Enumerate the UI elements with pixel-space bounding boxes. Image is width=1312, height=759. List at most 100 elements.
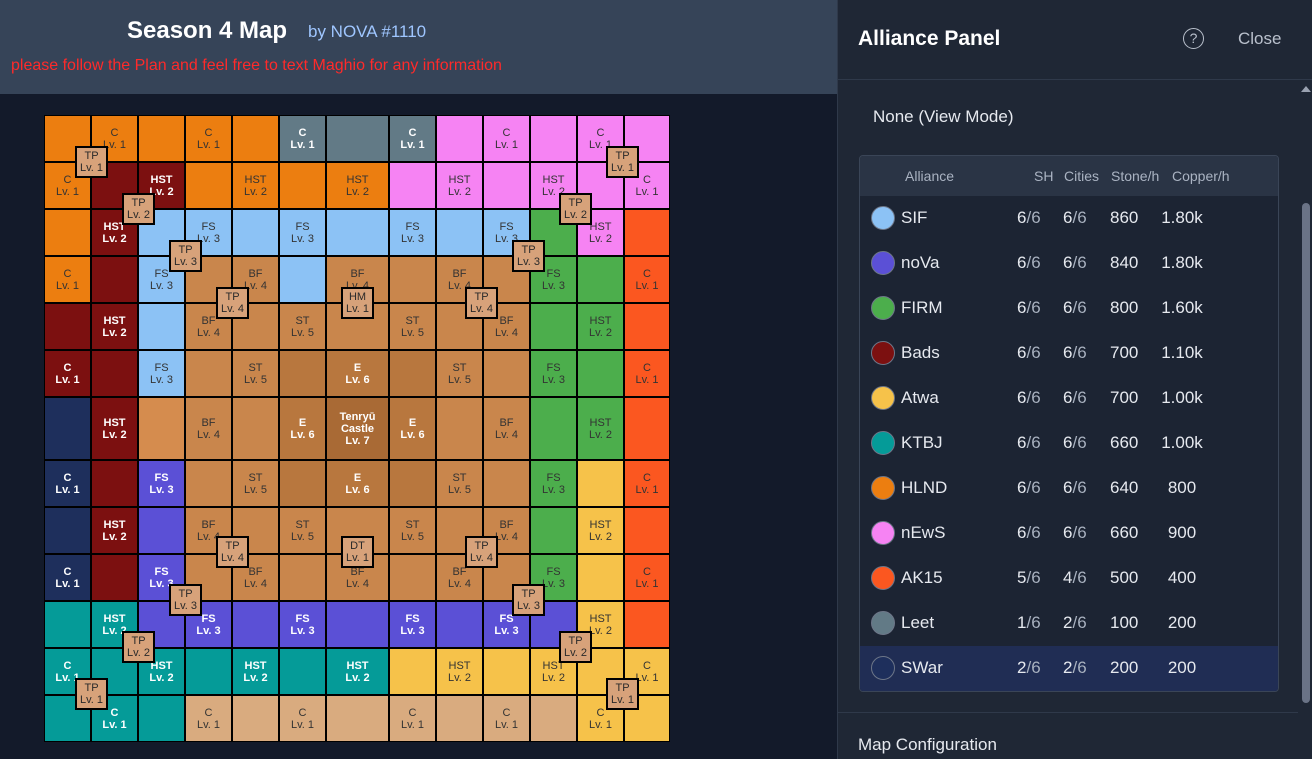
map-tile[interactable] bbox=[624, 303, 670, 350]
map-tile[interactable] bbox=[483, 162, 530, 209]
map-tile[interactable] bbox=[185, 648, 232, 695]
map-tile[interactable]: HST Lv. 2 bbox=[436, 648, 483, 695]
map-tile[interactable]: Tenryū Castle Lv. 7 bbox=[326, 397, 389, 460]
map-tile[interactable] bbox=[279, 554, 326, 601]
map-tile[interactable] bbox=[436, 397, 483, 460]
map-tile[interactable]: FS Lv. 3 bbox=[279, 209, 326, 256]
map-tile[interactable] bbox=[624, 507, 670, 554]
teleport-marker[interactable]: TP Lv. 1 bbox=[606, 678, 639, 710]
map-tile[interactable]: C Lv. 1 bbox=[44, 256, 91, 303]
map-tile[interactable]: C Lv. 1 bbox=[624, 554, 670, 601]
map-tile[interactable] bbox=[436, 115, 483, 162]
map-tile[interactable] bbox=[138, 397, 185, 460]
teleport-marker[interactable]: TP Lv. 2 bbox=[122, 193, 155, 225]
table-row[interactable]: KTBJ 6/6 6/6 660 1.00k bbox=[860, 421, 1278, 466]
teleport-marker[interactable]: TP Lv. 2 bbox=[559, 193, 592, 225]
map-tile[interactable]: FS Lv. 3 bbox=[483, 209, 530, 256]
map-tile[interactable]: C Lv. 1 bbox=[483, 695, 530, 742]
teleport-marker[interactable]: TP Lv. 1 bbox=[606, 146, 639, 178]
close-button[interactable]: Close bbox=[1238, 29, 1282, 48]
map-tile[interactable]: E Lv. 6 bbox=[326, 350, 389, 397]
map-tile[interactable] bbox=[530, 115, 577, 162]
teleport-marker[interactable]: TP Lv. 3 bbox=[169, 584, 202, 616]
table-row[interactable]: FIRM 6/6 6/6 800 1.60k bbox=[860, 286, 1278, 331]
map-tile[interactable] bbox=[389, 554, 436, 601]
teleport-marker[interactable]: TP Lv. 4 bbox=[216, 287, 249, 319]
map-tile[interactable]: C Lv. 1 bbox=[389, 115, 436, 162]
table-row[interactable]: SIF 6/6 6/6 860 1.80k bbox=[860, 196, 1278, 241]
teleport-marker[interactable]: HM Lv. 1 bbox=[341, 287, 374, 319]
map-tile[interactable]: C Lv. 1 bbox=[577, 695, 624, 742]
teleport-marker[interactable]: TP Lv. 3 bbox=[169, 240, 202, 272]
map-tile[interactable] bbox=[44, 209, 91, 256]
table-row[interactable]: Atwa 6/6 6/6 700 1.00k bbox=[860, 376, 1278, 421]
map-tile[interactable] bbox=[44, 601, 91, 648]
map-tile[interactable] bbox=[530, 695, 577, 742]
teleport-marker[interactable]: TP Lv. 3 bbox=[512, 584, 545, 616]
map-tile[interactable]: HST Lv. 2 bbox=[232, 648, 279, 695]
map-tile[interactable]: HST Lv. 2 bbox=[91, 397, 138, 460]
map-tile[interactable]: HST Lv. 2 bbox=[326, 648, 389, 695]
table-row[interactable]: HLND 6/6 6/6 640 800 bbox=[860, 466, 1278, 511]
map-tile[interactable] bbox=[138, 507, 185, 554]
map-tile[interactable] bbox=[389, 648, 436, 695]
teleport-marker[interactable]: TP Lv. 4 bbox=[216, 536, 249, 568]
map-tile[interactable]: E Lv. 6 bbox=[279, 397, 326, 460]
map-tile[interactable]: FS Lv. 3 bbox=[279, 601, 326, 648]
map-tile[interactable] bbox=[577, 256, 624, 303]
map-tile[interactable] bbox=[232, 507, 279, 554]
map-tile[interactable] bbox=[44, 507, 91, 554]
map-tile[interactable]: C Lv. 1 bbox=[44, 350, 91, 397]
map-tile[interactable]: ST Lv. 5 bbox=[436, 460, 483, 507]
map-tile[interactable] bbox=[389, 350, 436, 397]
map-tile[interactable]: ST Lv. 5 bbox=[279, 303, 326, 350]
map-tile[interactable] bbox=[530, 397, 577, 460]
map-tile[interactable]: C Lv. 1 bbox=[389, 695, 436, 742]
map-tile[interactable]: BF Lv. 4 bbox=[185, 303, 232, 350]
map-tile[interactable]: FS Lv. 3 bbox=[530, 256, 577, 303]
map-tile[interactable]: ST Lv. 5 bbox=[389, 303, 436, 350]
map-tile[interactable] bbox=[326, 695, 389, 742]
teleport-marker[interactable]: TP Lv. 3 bbox=[512, 240, 545, 272]
map-tile[interactable] bbox=[279, 256, 326, 303]
map-tile[interactable]: ST Lv. 5 bbox=[389, 507, 436, 554]
map-tile[interactable] bbox=[138, 695, 185, 742]
map-tile[interactable] bbox=[624, 601, 670, 648]
map-tile[interactable]: C Lv. 1 bbox=[185, 115, 232, 162]
map-tile[interactable] bbox=[185, 460, 232, 507]
table-row[interactable]: SWar 2/6 2/6 200 200 bbox=[860, 646, 1278, 691]
map-tile[interactable]: C Lv. 1 bbox=[279, 695, 326, 742]
map-tile[interactable]: HST Lv. 2 bbox=[577, 507, 624, 554]
map-tile[interactable]: HST Lv. 2 bbox=[326, 162, 389, 209]
teleport-marker[interactable]: TP Lv. 1 bbox=[75, 146, 108, 178]
map-tile[interactable] bbox=[232, 209, 279, 256]
teleport-marker[interactable]: TP Lv. 4 bbox=[465, 536, 498, 568]
map-configuration-header[interactable]: Map Configuration bbox=[858, 735, 997, 754]
map-tile[interactable] bbox=[232, 115, 279, 162]
map-tile[interactable] bbox=[185, 162, 232, 209]
map-tile[interactable]: C Lv. 1 bbox=[44, 460, 91, 507]
map-tile[interactable] bbox=[577, 460, 624, 507]
map-tile[interactable] bbox=[389, 460, 436, 507]
map-tile[interactable]: C Lv. 1 bbox=[279, 115, 326, 162]
map-tile[interactable] bbox=[483, 460, 530, 507]
map-tile[interactable]: HST Lv. 2 bbox=[577, 397, 624, 460]
map-tile[interactable] bbox=[577, 554, 624, 601]
map-tile[interactable] bbox=[232, 695, 279, 742]
scroll-up-icon[interactable] bbox=[1301, 86, 1311, 92]
map-tile[interactable]: HST Lv. 2 bbox=[232, 162, 279, 209]
map-tile[interactable]: FS Lv. 3 bbox=[389, 209, 436, 256]
map-tile[interactable]: FS Lv. 3 bbox=[530, 350, 577, 397]
map-tile[interactable] bbox=[389, 162, 436, 209]
map-tile[interactable]: HST Lv. 2 bbox=[91, 507, 138, 554]
map-tile[interactable] bbox=[232, 397, 279, 460]
help-icon[interactable]: ? bbox=[1183, 28, 1204, 49]
table-row[interactable]: Bads 6/6 6/6 700 1.10k bbox=[860, 331, 1278, 376]
map-tile[interactable] bbox=[483, 648, 530, 695]
map-tile[interactable] bbox=[624, 695, 670, 742]
map-tile[interactable]: FS Lv. 3 bbox=[138, 554, 185, 601]
season-map-grid[interactable]: C Lv. 1 C Lv. 1 C Lv. 1 C Lv. 1 C Lv. 1 C Lv. 1 C Lv.… bbox=[44, 115, 670, 742]
map-tile[interactable] bbox=[185, 350, 232, 397]
map-tile[interactable] bbox=[279, 350, 326, 397]
teleport-marker[interactable]: DT Lv. 1 bbox=[341, 536, 374, 568]
